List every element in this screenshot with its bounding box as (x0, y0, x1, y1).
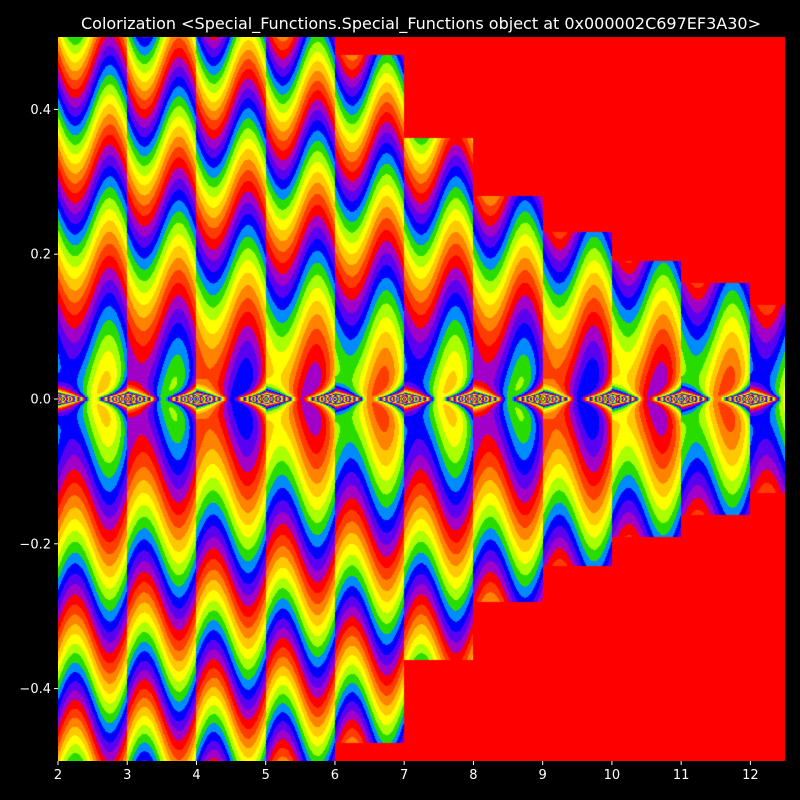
x-tick-label: 10 (604, 768, 621, 783)
x-tick-label: 12 (742, 768, 759, 783)
y-tick-label: 0.0 (30, 393, 51, 408)
y-axis: 0.4 0.2 0.0 −0.2 −0.4 (19, 103, 58, 697)
plot-area (58, 37, 785, 761)
y-tick-label: −0.4 (19, 682, 51, 697)
x-tick-label: 6 (331, 768, 339, 783)
x-tick-label: 8 (469, 768, 477, 783)
y-tick-label: 0.2 (30, 248, 51, 263)
x-tick-label: 7 (400, 768, 408, 783)
x-tick-label: 5 (262, 768, 270, 783)
x-tick-label: 11 (673, 768, 690, 783)
y-tick-label: −0.2 (19, 537, 51, 552)
x-tick-label: 2 (54, 768, 62, 783)
x-axis: 2 3 4 5 6 7 8 9 10 11 12 (54, 761, 759, 783)
x-tick-label: 4 (192, 768, 200, 783)
chart-title: Colorization <Special_Functions.Special_… (81, 14, 761, 34)
x-tick-label: 3 (123, 768, 131, 783)
x-tick-label: 9 (539, 768, 547, 783)
y-tick-label: 0.4 (30, 103, 51, 118)
heatmap-image (58, 37, 785, 761)
